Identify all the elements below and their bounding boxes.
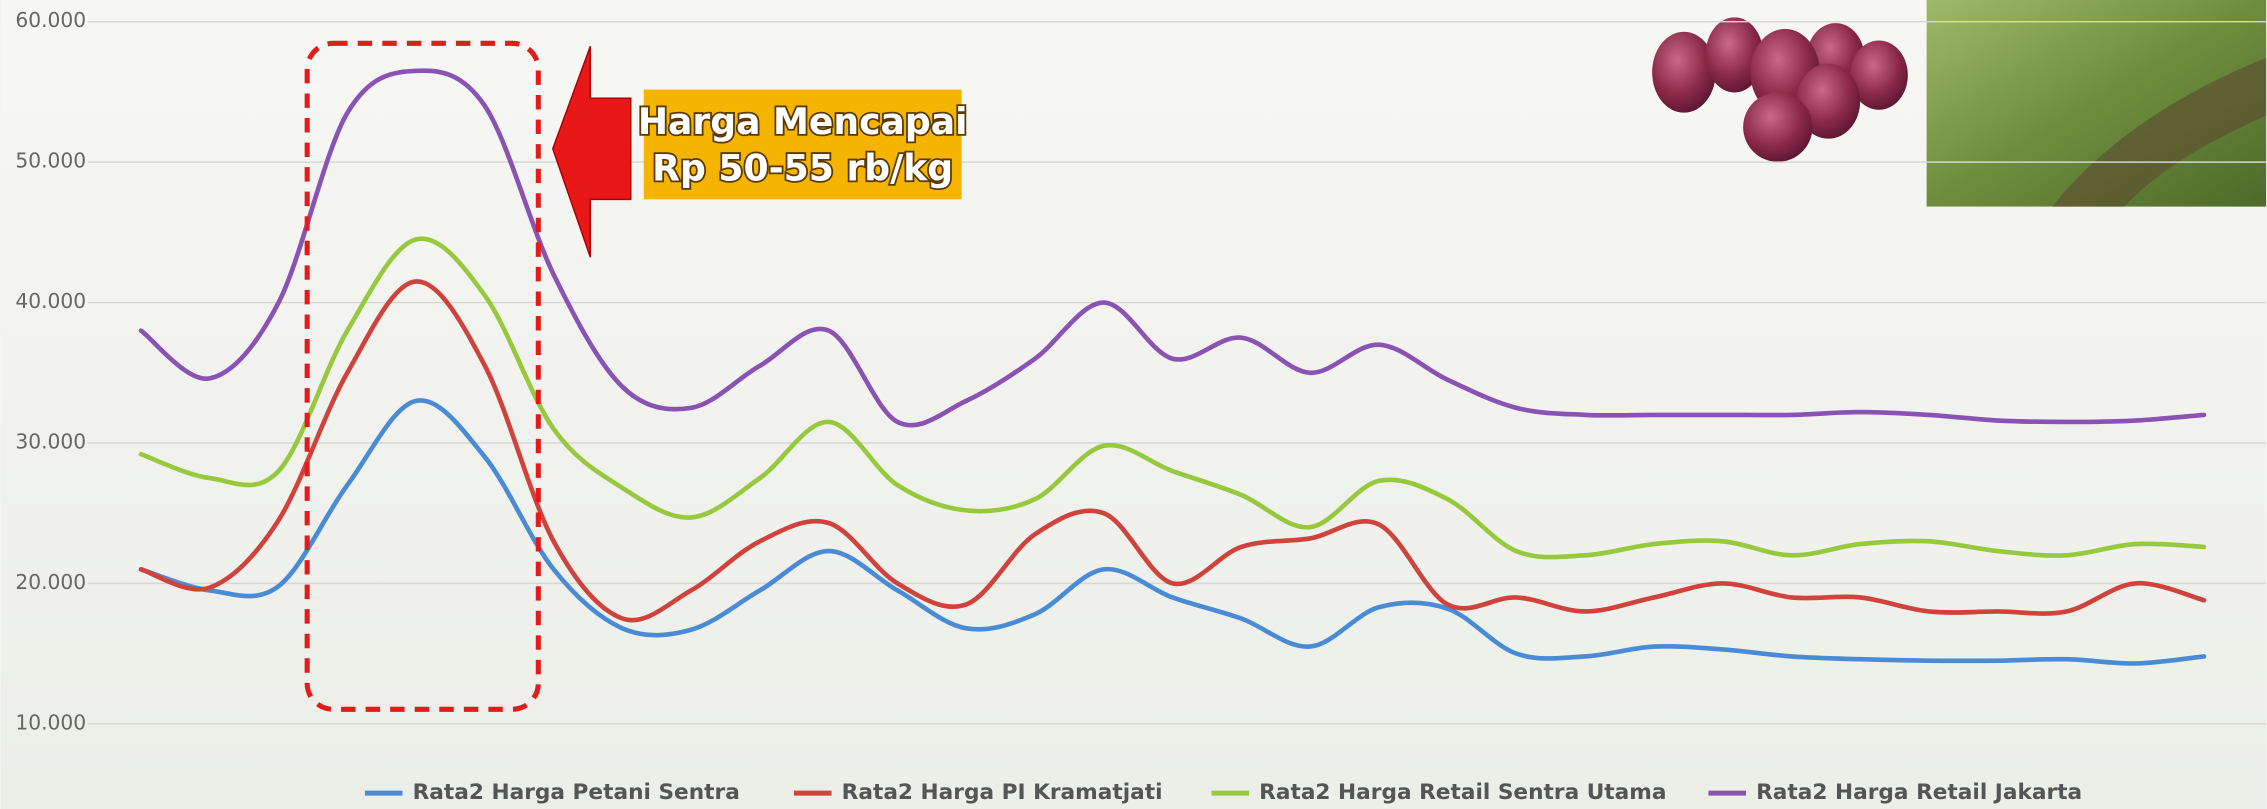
legend-label: Rata2 Harga Retail Sentra Utama <box>1259 780 1666 805</box>
y-tick-label: 30.000 <box>15 429 86 453</box>
onion-image <box>1652 17 1908 162</box>
field-photo <box>1926 0 2267 207</box>
legend-label: Rata2 Harga Petani Sentra <box>413 780 740 805</box>
y-tick-label: 20.000 <box>15 570 86 594</box>
series-line <box>138 68 2207 428</box>
series-line <box>138 236 2207 560</box>
series-line <box>138 279 2207 623</box>
annotation-box <box>643 89 962 200</box>
y-tick-label: 60.000 <box>15 8 86 32</box>
series-line <box>138 398 2207 666</box>
lines <box>138 68 2207 666</box>
legend: Rata2 Harga Petani Sentra Rata2 Harga PI … <box>364 780 2082 805</box>
y-tick-label: 50.000 <box>15 149 86 173</box>
arrow <box>551 45 632 258</box>
legend-label: Rata2 Harga Retail Jakarta <box>1756 780 2082 805</box>
grid: 10.000 20.000 30.000 40.000 50.000 60.000 <box>15 8 2267 734</box>
y-tick-label: 40.000 <box>15 289 86 313</box>
annotation-text: Rp 50-55 rb/kg <box>652 146 953 189</box>
highlight-box <box>304 40 541 712</box>
legend-label: Rata2 Harga PI Kramatjati <box>842 780 1163 805</box>
annotation-text: Harga Mencapai <box>638 100 968 143</box>
y-tick-label: 10.000 <box>15 710 86 734</box>
